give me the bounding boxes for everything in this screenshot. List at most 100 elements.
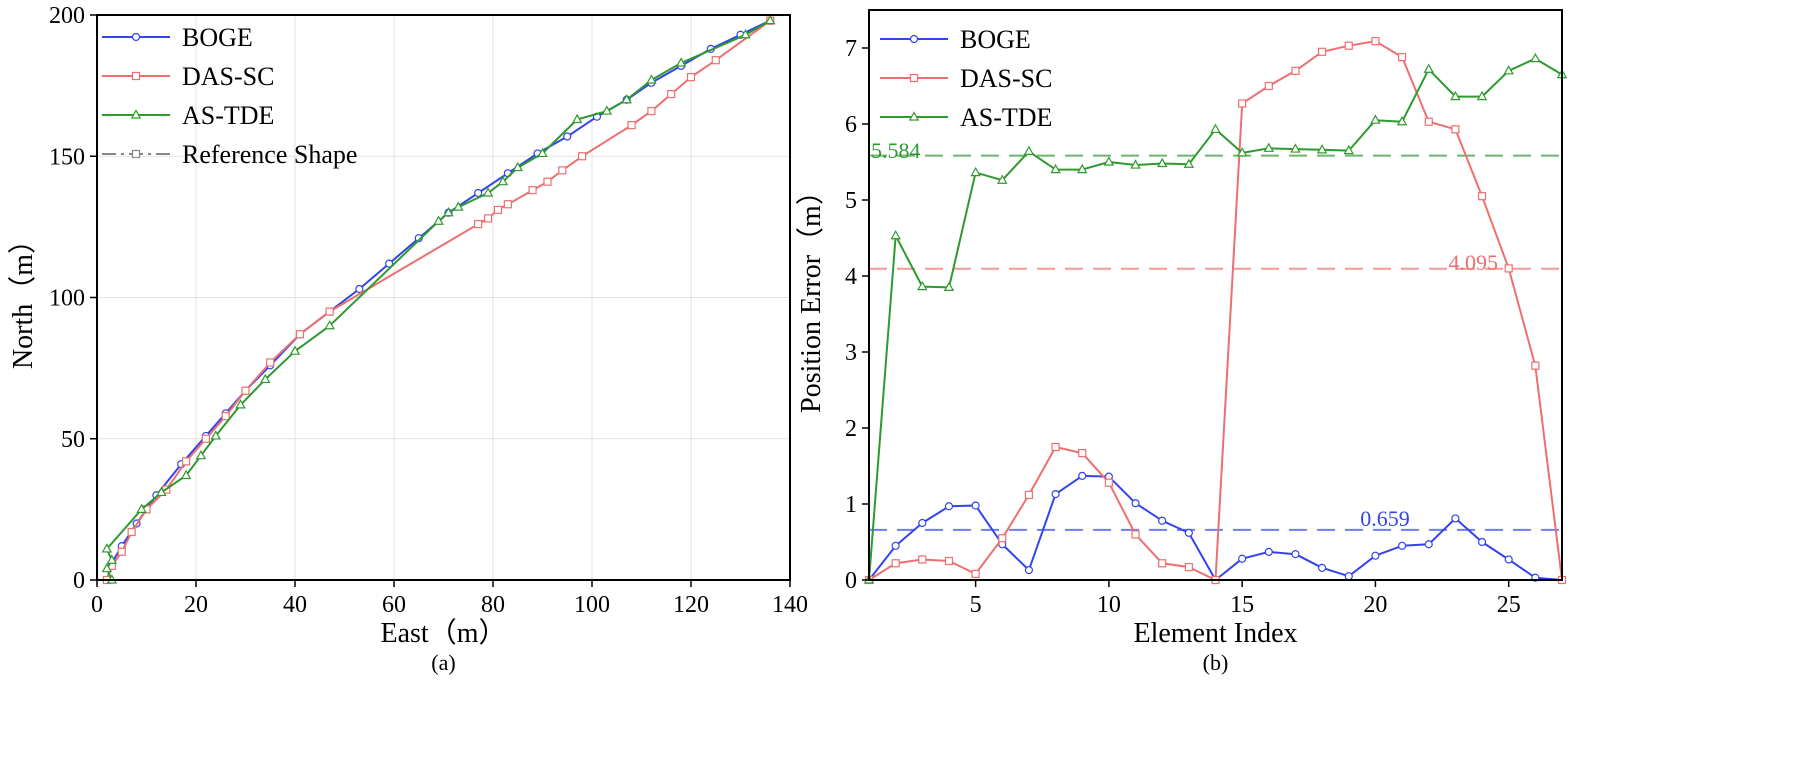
data-point: [1397, 541, 1407, 550]
legend-marker: [130, 109, 142, 119]
x-tick-label: 40: [283, 592, 307, 618]
data-point: [1051, 442, 1060, 452]
data-point: [136, 503, 147, 513]
data-point: [667, 89, 676, 99]
y-tick-label: 200: [49, 3, 85, 29]
data-point: [1424, 117, 1433, 126]
legend-marker: [909, 34, 919, 44]
y-tick-label: 7: [845, 36, 857, 62]
y-axis-label: Position Error（m）: [795, 177, 827, 413]
data-point: [997, 174, 1008, 184]
data-point: [512, 161, 523, 172]
data-point: [601, 105, 613, 115]
data-point: [1236, 147, 1248, 157]
x-tick-label: 10: [1097, 592, 1121, 618]
data-point: [493, 205, 503, 215]
data-point: [1423, 63, 1434, 73]
data-point: [474, 188, 483, 198]
legend-entry: DAS-SC: [960, 64, 1052, 93]
data-point: [195, 449, 207, 460]
data-point: [944, 502, 954, 511]
data-point: [1397, 53, 1407, 62]
data-point: [621, 94, 632, 104]
data-point: [647, 106, 656, 116]
x-tick-label: 20: [184, 592, 208, 618]
data-point: [1131, 530, 1140, 539]
y-tick-label: 1: [845, 492, 857, 518]
legend-marker: [131, 32, 141, 42]
data-point: [1318, 47, 1327, 56]
data-point: [127, 527, 136, 537]
data-point: [1156, 157, 1168, 168]
data-point: [543, 177, 552, 186]
data-point: [627, 121, 636, 130]
data-point: [1503, 65, 1514, 75]
data-point: [563, 132, 572, 141]
data-point: [537, 147, 548, 158]
data-point: [1477, 192, 1487, 201]
legend-entry: AS-TDE: [960, 103, 1052, 132]
x-tick-label: 5: [970, 592, 982, 618]
data-point: [1210, 123, 1221, 133]
data-point: [266, 358, 275, 367]
data-point: [1344, 41, 1353, 50]
data-point: [384, 259, 394, 268]
data-point: [1023, 145, 1035, 155]
data-point: [443, 207, 454, 217]
x-tick-label: 100: [574, 592, 610, 618]
data-point: [1476, 90, 1488, 101]
x-tick-label: 20: [1363, 592, 1387, 618]
data-point: [1264, 81, 1273, 91]
legend-marker: [131, 71, 141, 81]
data-point: [1184, 562, 1193, 572]
legend-entry: BOGE: [960, 25, 1031, 54]
data-point: [1450, 90, 1461, 101]
data-point: [918, 518, 927, 528]
data-point: [1531, 361, 1540, 370]
data-point: [1158, 559, 1167, 568]
data-point: [106, 554, 118, 564]
data-point: [1344, 572, 1353, 581]
data-point: [1078, 448, 1087, 458]
data-point: [1396, 115, 1408, 126]
data-point: [1504, 264, 1513, 273]
data-point: [1077, 163, 1088, 174]
data-point: [117, 547, 126, 556]
data-point: [1451, 125, 1460, 134]
x-tick-label: 25: [1497, 592, 1521, 618]
panel-caption: (b): [1203, 650, 1229, 675]
legend-entry: DAS-SC: [182, 62, 274, 91]
data-point: [1103, 156, 1115, 166]
data-point: [182, 457, 191, 466]
data-point: [1238, 99, 1247, 108]
data-point: [260, 373, 271, 384]
y-tick-label: 3: [845, 340, 857, 366]
data-point: [201, 434, 210, 443]
data-point: [740, 29, 751, 39]
data-point: [577, 152, 587, 161]
panel-a-chart: 0 20 40 60 80 100 120 140 0 50 100 150 200 East（m）(a)…: [7, 3, 808, 675]
x-tick-label: 0: [91, 592, 103, 618]
y-axis-label: North（m）: [7, 226, 39, 369]
x-tick-label: 140: [772, 592, 808, 618]
data-point: [1130, 159, 1141, 169]
data-point: [943, 281, 955, 291]
data-point: [891, 559, 900, 568]
legend-entry: AS-TDE: [182, 101, 274, 130]
panel-caption: (a): [431, 650, 455, 675]
data-point: [483, 214, 493, 223]
data-point: [646, 74, 657, 84]
data-point: [1291, 550, 1300, 559]
data-point: [571, 113, 583, 124]
plot-frame: [868, 9, 1563, 581]
data-point: [1264, 547, 1273, 556]
data-point: [970, 166, 981, 177]
y-tick-label: 0: [73, 568, 85, 594]
data-point: [482, 187, 494, 197]
panel-b-chart: 0.659 4.095 5.584 5 10 15 20 25 0 1 2 3 4 5 6 7 Element …: [795, 9, 1568, 675]
data-point: [355, 284, 364, 294]
data-point: [1024, 490, 1034, 499]
y-tick-label: 4: [845, 264, 857, 290]
data-point: [1530, 52, 1541, 63]
data-point: [764, 14, 776, 25]
